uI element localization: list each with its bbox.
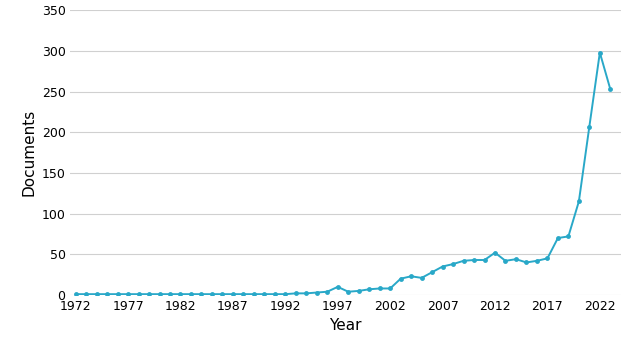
X-axis label: Year: Year [330,318,362,333]
Y-axis label: Documents: Documents [21,109,36,196]
